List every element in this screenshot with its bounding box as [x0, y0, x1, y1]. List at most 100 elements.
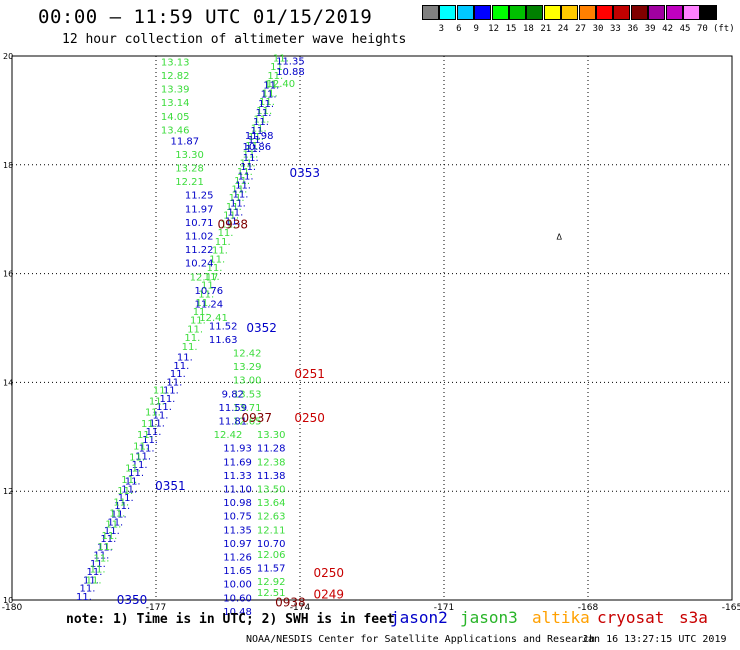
wave-height-value: 12.65 — [233, 416, 262, 427]
track-swath-jason3-lower: 11. — [153, 385, 169, 396]
pass-time-label: 0351 — [155, 479, 186, 493]
lon-tick-label: -168 — [578, 603, 599, 613]
island-marker: Δ — [556, 233, 562, 242]
track-swath-jason2-lower: 11. — [173, 361, 189, 372]
track-swath-jason2-lower: 11. — [83, 575, 99, 586]
color-tick-label: 33 — [609, 24, 621, 34]
wave-height-value: 11.69 — [223, 457, 252, 468]
track-swath-jason3: 11. — [267, 71, 283, 82]
wave-height-value: 10.00 — [223, 580, 252, 591]
track-swath-jason3: 11. — [270, 62, 286, 73]
track-swath-jason2: 11. — [227, 208, 243, 219]
lon-tick-label: -177 — [146, 603, 166, 613]
track-swath-jason2: 11. — [253, 117, 269, 128]
track-swath-jason2-lower: 11. — [93, 551, 109, 562]
wave-height-value: 11.52 — [209, 321, 238, 332]
color-swatch — [543, 5, 561, 20]
wave-height-value: 13.29 — [233, 362, 262, 373]
footer-timestamp: Jan 16 13:27:15 UTC 2019 — [582, 634, 727, 645]
pass-time-label: 0937 — [242, 411, 273, 425]
legend-item-s3a: s3a — [679, 608, 708, 627]
track-swath-jason3-lower: 11. — [98, 542, 114, 553]
lat-tick-label: 16 — [3, 270, 13, 279]
wave-height-value: 13.39 — [161, 85, 190, 96]
track-swath-jason3: 11. — [212, 246, 228, 257]
color-tick-label: 24 — [557, 24, 569, 34]
wave-height-value: 11.33 — [223, 471, 252, 482]
color-swatch — [683, 5, 700, 20]
track-swath-jason3: 11. — [184, 333, 200, 344]
track-swath-jason2: 11. — [256, 108, 272, 119]
track-swath-jason2-lower: 11. — [114, 501, 130, 512]
wave-height-value: 10.70 — [257, 539, 286, 550]
map-frame — [11, 55, 733, 601]
color-swatch — [561, 5, 579, 20]
wave-height-value: 12.51 — [257, 588, 286, 599]
track-swath-jason3-lower: 11. — [145, 408, 161, 419]
wave-height-value: 10.24 — [185, 259, 214, 270]
track-swath-jason2-lower: 11. — [97, 542, 113, 553]
color-swatch — [578, 5, 596, 20]
pass-time-label: 0938 — [275, 596, 306, 610]
track-swath-jason2-lower: 11. — [163, 386, 179, 397]
wave-height-value: 14.05 — [161, 112, 190, 123]
track-swath-jason2-lower: 11. — [104, 526, 120, 537]
wave-height-value: 13.53 — [233, 389, 262, 400]
track-swath-jason3: 11. — [265, 80, 281, 91]
wave-height-value: 10.98 — [223, 498, 252, 509]
legend-item-altika: altika — [532, 608, 590, 627]
track-swath-jason2: 11. — [235, 180, 251, 191]
wave-height-value: 11.81 — [218, 416, 247, 427]
track-swath-jason2-lower: 11. — [100, 534, 116, 545]
color-swatch — [700, 5, 718, 20]
track-swath-jason3-lower: 11. — [133, 441, 149, 452]
track-swath-jason2: 11. — [263, 81, 279, 92]
color-swatch — [665, 5, 683, 20]
wave-height-value: 12.82 — [161, 71, 190, 82]
track-swath-jason3: 11. — [226, 202, 242, 213]
wave-height-value: 11.65 — [223, 566, 252, 577]
wave-height-value: 12.42 — [214, 430, 243, 441]
track-swath-jason2: 11. — [248, 135, 264, 146]
track-swath-jason2-lower: 11. — [80, 584, 96, 595]
color-tick-label: 9 — [473, 24, 479, 34]
track-swath-jason3: 11. — [223, 211, 239, 222]
color-swatch — [509, 5, 526, 20]
lon-tick-label: -180 — [2, 603, 23, 613]
track-swath-jason2: 11. — [238, 171, 254, 182]
track-swath-jason3: 11. — [215, 237, 231, 248]
wave-height-value: 13.28 — [175, 164, 204, 175]
wave-height-value: 12.38 — [257, 457, 286, 468]
color-swatch — [596, 5, 613, 20]
legend-item-jason3: jason3 — [460, 608, 518, 627]
color-tick-label: 3 — [438, 24, 445, 34]
wave-height-value: 11.28 — [257, 444, 286, 455]
wave-height-value: 10.71 — [185, 218, 214, 229]
track-swath-jason3: 11. — [242, 150, 258, 161]
lat-tick-label: 14 — [3, 378, 13, 387]
track-swath-jason3-lower: 11. — [105, 520, 121, 531]
track-swath-jason2-lower: 11. — [156, 402, 172, 413]
color-tick-label: 21 — [540, 24, 552, 34]
wave-height-value: 12.17 — [190, 272, 219, 283]
track-swath-jason2-lower: 11. — [170, 369, 186, 380]
track-swath-jason3-lower: 11. — [90, 564, 106, 575]
track-swath-jason3: 11. — [187, 324, 203, 335]
wave-height-value: 11.10 — [223, 484, 252, 495]
track-swath-jason2-lower: 11. — [153, 410, 169, 421]
track-swath-jason2-lower: 11. — [159, 394, 175, 405]
wave-height-value: 11.93 — [223, 444, 252, 455]
track-swath-jason2-lower: 11. — [149, 419, 165, 430]
pass-time-label: 0350 — [117, 593, 148, 607]
color-swatch — [491, 5, 509, 20]
track-swath-jason3: 11. — [193, 307, 209, 318]
track-swath-jason2: 11. — [230, 199, 246, 210]
wave-height-value: 11.63 — [209, 335, 238, 346]
wave-height-value: 13.30 — [175, 150, 204, 161]
pass-time-label: 0250 — [314, 566, 345, 580]
track-swath-jason2: 11. — [258, 99, 274, 110]
lat-tick-label: 18 — [3, 161, 13, 170]
track-swath-jason2-lower: 11. — [118, 493, 134, 504]
track-swath-jason3: 11. — [237, 167, 253, 178]
